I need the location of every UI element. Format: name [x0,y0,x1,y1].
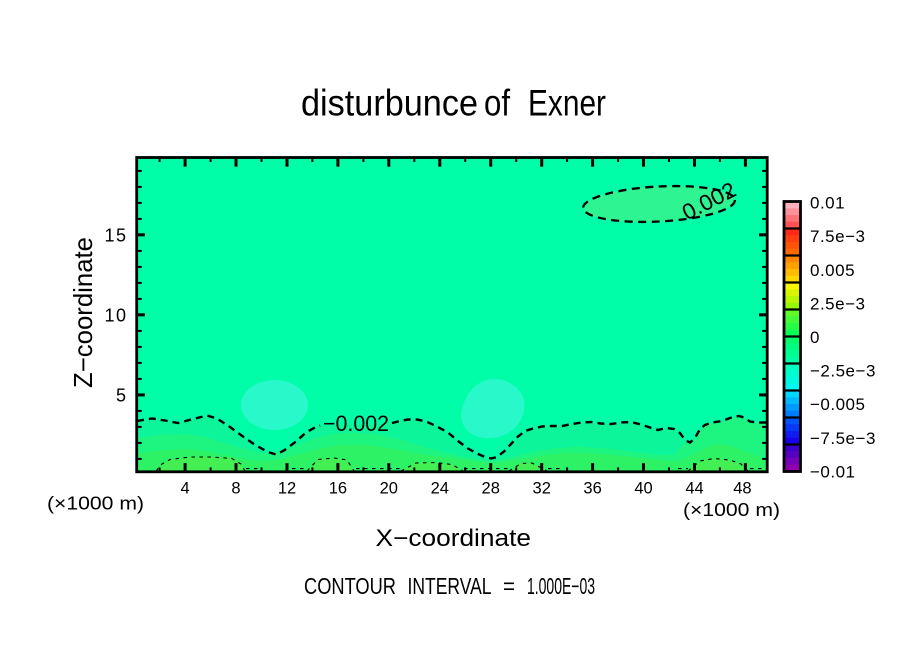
svg-text:1.000E−03: 1.000E−03 [527,573,595,599]
svg-text:=: = [503,573,515,599]
svg-text:Z−coordinate: Z−coordinate [68,237,98,388]
svg-text:of: of [484,83,511,124]
svg-text:44: 44 [685,480,703,498]
svg-text:−2.5e−3: −2.5e−3 [810,362,876,381]
svg-text:0.01: 0.01 [810,194,845,213]
svg-text:(×1000 m): (×1000 m) [47,494,144,514]
svg-text:Exner: Exner [528,83,606,124]
svg-text:CONTOUR: CONTOUR [304,573,396,599]
svg-text:32: 32 [533,480,551,498]
svg-text:48: 48 [733,480,751,498]
svg-text:(×1000 m): (×1000 m) [683,500,780,520]
svg-text:disturbunce: disturbunce [301,83,478,124]
svg-text:16: 16 [329,480,347,498]
svg-text:2.5e−3: 2.5e−3 [810,294,865,313]
svg-text:28: 28 [482,480,500,498]
svg-text:10: 10 [104,305,127,325]
svg-text:8: 8 [231,480,240,498]
svg-text:0.005: 0.005 [810,261,855,280]
svg-text:X−coordinate: X−coordinate [376,525,532,552]
svg-text:5: 5 [116,385,128,405]
svg-text:20: 20 [380,480,398,498]
svg-text:−7.5e−3: −7.5e−3 [810,429,876,448]
svg-text:36: 36 [583,480,601,498]
svg-text:INTERVAL: INTERVAL [408,573,492,599]
svg-text:−0.005: −0.005 [810,395,865,414]
svg-text:24: 24 [431,480,449,498]
svg-text:−0.002: −0.002 [323,411,389,436]
svg-text:15: 15 [104,225,127,245]
svg-text:4: 4 [181,480,190,498]
svg-text:7.5e−3: 7.5e−3 [810,227,865,246]
svg-text:12: 12 [278,480,296,498]
svg-text:0: 0 [810,328,820,347]
svg-text:−0.01: −0.01 [810,462,856,481]
svg-text:40: 40 [634,480,652,498]
